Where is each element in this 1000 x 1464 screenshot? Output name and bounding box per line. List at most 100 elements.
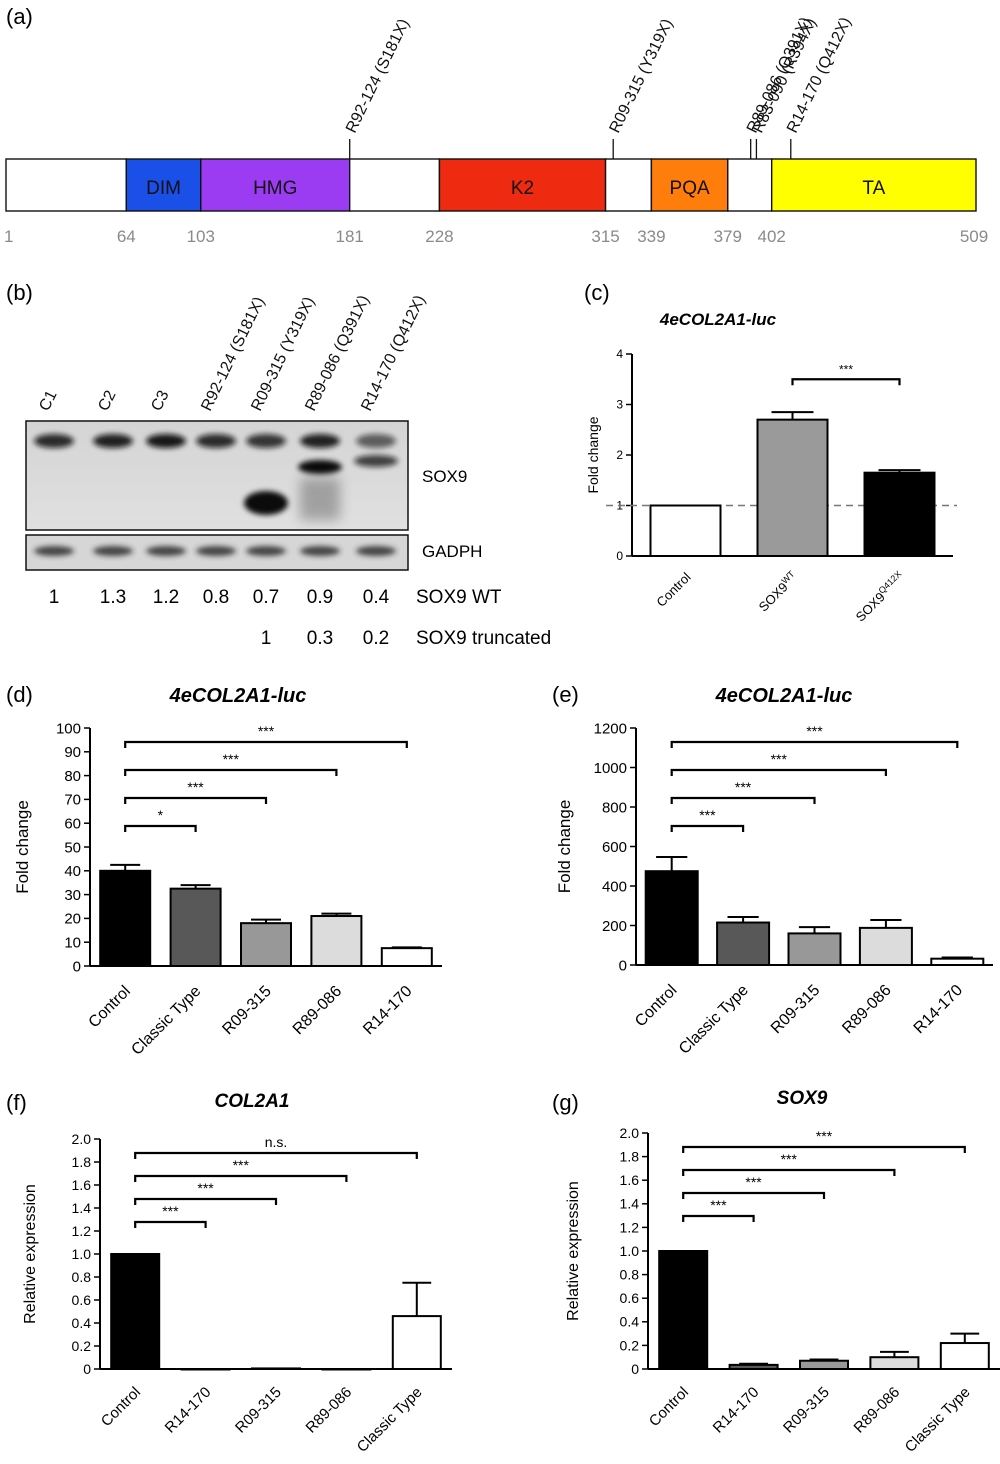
y-tick-label: 1.0 [72, 1246, 92, 1262]
bar [756, 418, 829, 557]
panel-b-label: (b) [6, 280, 33, 305]
x-category-label: Classic Type [902, 1384, 974, 1456]
sox9-wt-row-label: SOX9 WT [416, 587, 502, 608]
y-tick-label: 3 [616, 398, 623, 412]
significance-label: *** [839, 362, 853, 376]
domain-position-label: 402 [758, 227, 786, 246]
y-tick-label: 0 [73, 958, 81, 975]
y-tick-label: 800 [602, 799, 627, 816]
panel-b-western-blot: (b) C1 C2 C3 R92-124 (S181X)R09-315 (Y319X)… [6, 280, 551, 649]
bar [169, 887, 222, 968]
panel-a-label: (a) [6, 4, 33, 29]
significance-bracket [124, 824, 197, 832]
domain-position-label: 1 [4, 227, 13, 246]
significance-bracket [791, 378, 901, 386]
bar [716, 921, 771, 966]
gadph-band [356, 546, 396, 556]
bar [110, 1253, 161, 1370]
domain-label: PQA [670, 178, 710, 199]
y-tick-label: 30 [64, 887, 81, 904]
blot-lane-label: C1 [36, 388, 60, 414]
y-tick-label: 1.2 [620, 1219, 640, 1235]
sox9-truncated-band [298, 460, 342, 474]
mutation-markers: R92-124 (S181X) R09-315 (Y319X) R89-086 (Q… [343, 15, 855, 159]
bar [310, 915, 363, 968]
mutation-label: R09-315 (Y319X) [607, 16, 677, 135]
panel-d-chart: (d) 4eCOL2A1-luc Fold change 0 10 20 30 40 50 60 7… [6, 682, 442, 1059]
y-tick-label: 1.6 [72, 1177, 92, 1193]
category-superscript: Q412X [876, 569, 903, 596]
significance-label: *** [771, 751, 788, 767]
domain-label: TA [862, 178, 885, 199]
domain-segment [770, 158, 977, 212]
panel-g-chart: (g) SOX9 Relative expression 0 0.2 0.4 0.6 0.8 1… [552, 1088, 1000, 1456]
y-axis-label: Relative expression [22, 1184, 39, 1324]
y-tick-label: 0.8 [620, 1267, 640, 1283]
y-tick-label: 70 [64, 792, 81, 809]
panel-a-domain-map: (a) DIM HMG K2 PQA TA 1 64 103 181 228 315 339 379 4… [4, 4, 988, 246]
gadph-band [300, 546, 340, 556]
bar [869, 1356, 920, 1370]
blot-smear [300, 478, 340, 520]
significance-bracket [670, 824, 745, 832]
significance-bracket [134, 1174, 348, 1182]
bar [391, 1315, 442, 1370]
significance-bracket [124, 796, 268, 804]
y-tick-label: 1.4 [72, 1200, 92, 1216]
gadph-band [93, 546, 133, 556]
sox9-wt-value: 1.3 [100, 587, 126, 608]
panel-label: (c) [584, 280, 610, 305]
blot-lane-label: C2 [95, 388, 119, 414]
y-tick-label: 20 [64, 911, 81, 928]
domain-position-label: 228 [425, 227, 453, 246]
significance-bracket [124, 768, 338, 776]
x-category-label: R14-170 [162, 1384, 215, 1437]
sox9-wt-band [146, 434, 186, 448]
significance-label: *** [781, 1151, 798, 1167]
blot-quantification: 1 1.3 1.2 0.8 0.7 0.9 0.4 1 0.3 0.2 [49, 587, 390, 649]
y-tick-label: 0 [619, 957, 627, 974]
significance-bracket [682, 1168, 896, 1176]
y-axis-label: Relative expression [565, 1181, 582, 1321]
blot-lane-labels: C1 C2 C3 R92-124 (S181X)R09-315 (Y319X)R89-… [36, 293, 429, 414]
y-tick-label: 2.0 [72, 1131, 92, 1147]
significance-bracket [682, 1145, 966, 1153]
x-category-label: R09-315 [219, 983, 274, 1038]
y-tick-label: 0.8 [72, 1269, 92, 1285]
y-tick-label: 200 [602, 918, 627, 935]
x-category-label: Classic Type [354, 1384, 426, 1456]
bar [380, 947, 433, 968]
bar [799, 1359, 849, 1370]
bar [863, 471, 936, 557]
y-tick-label: 1.0 [620, 1243, 640, 1259]
significance-bracket [134, 1220, 207, 1228]
y-tick-label: 0.6 [620, 1290, 640, 1306]
y-tick-label: 90 [64, 744, 81, 761]
x-category-label: R14-170 [360, 983, 415, 1038]
sox9-wt-value: 1.2 [153, 587, 179, 608]
sox9-wt-value: 1 [49, 587, 60, 608]
significance-label: n.s. [265, 1134, 288, 1150]
y-tick-label: 400 [602, 878, 627, 895]
y-tick-label: 0 [83, 1361, 91, 1377]
x-category-label: Control [86, 983, 134, 1031]
blot-lane-label: C3 [148, 388, 172, 414]
significance-bracket [670, 796, 816, 804]
domain-position-label: 64 [117, 227, 136, 246]
significance-bracket [124, 740, 408, 748]
mutation-label: R92-124 (S181X) [343, 16, 413, 135]
x-category-label: R89-086 [839, 982, 894, 1037]
x-category-label: R14-170 [911, 982, 966, 1037]
x-category-label: R09-315 [780, 1384, 833, 1437]
domain-position-label: 181 [336, 227, 364, 246]
gadph-band [246, 546, 286, 556]
domain-position-label: 315 [591, 227, 619, 246]
bar [321, 1368, 372, 1371]
sox9-truncated-band [244, 491, 288, 515]
chart-title: SOX9 [777, 1088, 828, 1109]
domain-segment [604, 158, 653, 212]
blot-label-sox9: SOX9 [422, 467, 467, 486]
significance-bracket [670, 768, 887, 776]
y-tick-label: 50 [64, 839, 81, 856]
